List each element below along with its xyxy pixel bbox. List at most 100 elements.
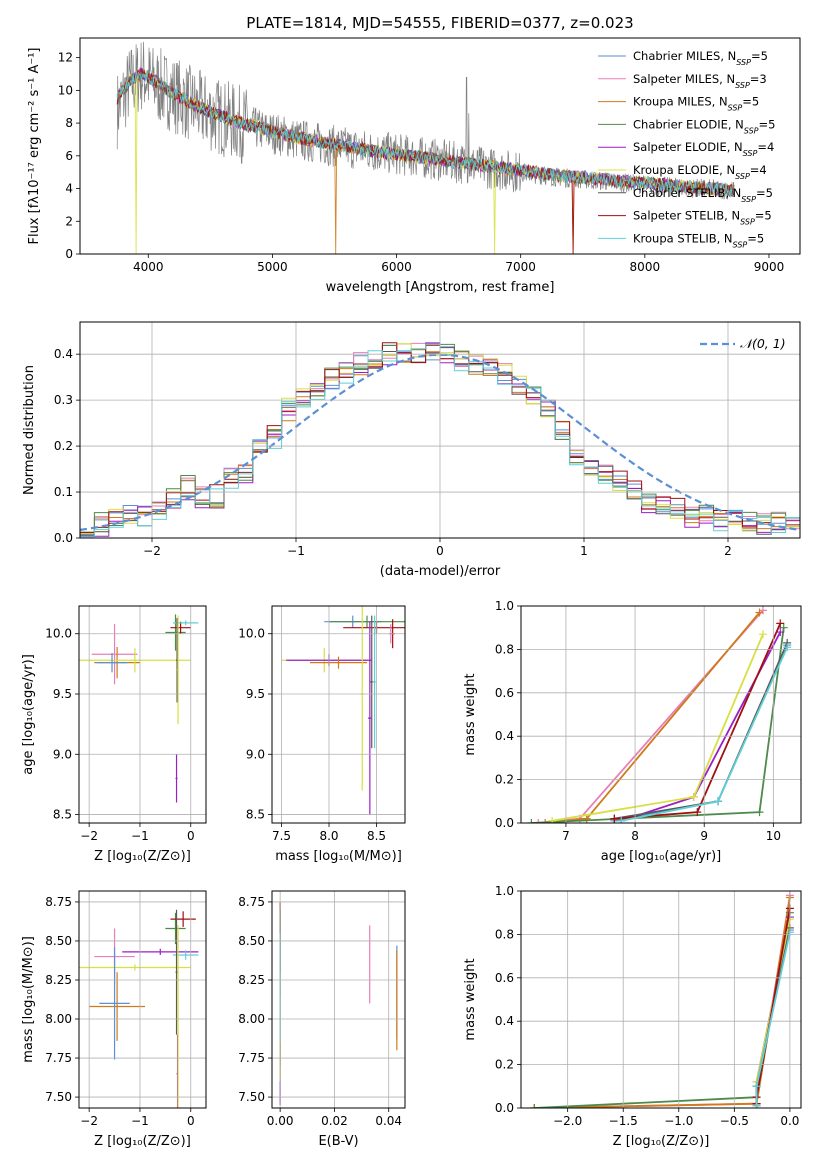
y-axis-label: mass weight bbox=[463, 958, 478, 1040]
legend-value: =5 bbox=[747, 231, 764, 245]
x-axis-label: mass [log₁₀(M/M⊙)] bbox=[275, 849, 402, 864]
axes-frame bbox=[79, 321, 801, 539]
legend-label: Kroupa STELIB, NSSP=5 bbox=[633, 231, 764, 249]
x-tick-label: 0.04 bbox=[375, 1114, 402, 1128]
legend-subscript: SSP bbox=[728, 103, 743, 112]
y-tick-label: 8.25 bbox=[238, 973, 265, 987]
weight-marker bbox=[755, 608, 764, 617]
weight-marker bbox=[752, 1082, 761, 1091]
x-tick-label: 0 bbox=[187, 829, 195, 843]
y-axis-label: mass [log₁₀(M/M⊙)] bbox=[21, 936, 36, 1063]
x-tick-label: 5000 bbox=[257, 260, 288, 274]
y-tick-label: 1.0 bbox=[495, 884, 514, 898]
panel-mass-weight-vs-Z: −2.0 −1.5 −1.0 −0.5 0.0 0.0 0.2 0.4 0.6 0.8 1.0 Z [… bbox=[463, 884, 802, 1149]
y-tick-label: 8.50 bbox=[238, 934, 265, 948]
y-axis-label: Flux [fλ10⁻¹⁷ erg cm⁻² s⁻¹ A⁻¹] bbox=[27, 48, 42, 245]
x-axis-label: Z [log₁₀(Z/Z⊙)] bbox=[613, 1134, 710, 1149]
spectrum-legend: Chabrier MILES, NSSP=5 Salpeter MILES, NS… bbox=[598, 49, 775, 249]
legend-label: 𝒩(0, 1) bbox=[740, 336, 786, 351]
panel-age-vs-Z: −2 −1 0 8.5 9.0 9.5 10.0 Z [log₁₀(Z/Z⊙)] age [lo… bbox=[21, 605, 207, 864]
weight-marker bbox=[610, 814, 619, 823]
x-tick-label: −1 bbox=[287, 544, 305, 558]
y-tick-label: 0.0 bbox=[495, 1101, 514, 1115]
legend-label: Salpeter ELODIE, NSSP=4 bbox=[633, 140, 774, 158]
x-tick-label: −1.0 bbox=[664, 1114, 693, 1128]
y-tick-label: 0.0 bbox=[495, 816, 514, 830]
weight-marker bbox=[527, 819, 536, 823]
weight-marker bbox=[776, 619, 785, 628]
x-tick-label: 9000 bbox=[754, 260, 785, 274]
axes-frame bbox=[520, 890, 802, 1109]
x-tick-label: 1 bbox=[580, 544, 588, 558]
weight-line bbox=[551, 633, 764, 822]
legend-value: =5 bbox=[751, 49, 768, 63]
y-tick-label: 8.50 bbox=[45, 934, 72, 948]
y-tick-label: 8.00 bbox=[45, 1012, 72, 1026]
panel-mass-weight-vs-age: 7 8 9 10 0.0 0.2 0.4 0.6 0.8 1.0 age [log₁₀(age/yr… bbox=[463, 599, 802, 864]
legend-subscript: SSP bbox=[741, 194, 756, 203]
legend-value: =5 bbox=[759, 117, 776, 131]
x-tick-label: 8.5 bbox=[367, 829, 386, 843]
legend-label: Chabrier MILES, NSSP=5 bbox=[633, 49, 768, 67]
y-tick-label: 0.3 bbox=[54, 393, 73, 407]
y-tick-label: 8.75 bbox=[238, 895, 265, 909]
x-tick-label: 9 bbox=[700, 829, 708, 843]
weight-marker bbox=[776, 628, 785, 637]
y-tick-label: 0.1 bbox=[54, 485, 73, 499]
x-tick-label: 7 bbox=[562, 829, 570, 843]
axes-frame bbox=[78, 890, 207, 1109]
weight-line bbox=[531, 627, 785, 823]
x-tick-label: 4000 bbox=[133, 260, 164, 274]
y-tick-label: 0.2 bbox=[54, 439, 73, 453]
plot-area bbox=[79, 614, 199, 803]
x-axis-label: Z [log₁₀(Z/Z⊙)] bbox=[94, 849, 191, 864]
plot-area bbox=[116, 41, 735, 254]
y-tick-label: 0.4 bbox=[54, 347, 73, 361]
legend-subscript: SSP bbox=[735, 172, 750, 181]
plot-area bbox=[281, 606, 405, 815]
y-tick-label: 0.8 bbox=[495, 642, 514, 656]
x-tick-label: 8 bbox=[631, 829, 639, 843]
axes-frame bbox=[271, 890, 406, 1109]
legend-value: =4 bbox=[750, 163, 767, 177]
weight-marker bbox=[534, 819, 543, 823]
legend-value: =3 bbox=[750, 72, 767, 86]
x-axis-label: age [log₁₀(age/yr)] bbox=[601, 849, 722, 864]
weight-marker bbox=[755, 808, 764, 817]
legend-value: =5 bbox=[742, 95, 759, 109]
legend-label: Salpeter MILES, NSSP=3 bbox=[633, 72, 767, 90]
y-tick-label: 0.6 bbox=[495, 686, 514, 700]
plot-area bbox=[79, 909, 199, 1108]
x-tick-label: −2.0 bbox=[553, 1114, 582, 1128]
y-axis-label: mass weight bbox=[463, 673, 478, 755]
axes-frame bbox=[520, 605, 802, 824]
weight-line bbox=[534, 912, 791, 1108]
y-tick-label: 7.50 bbox=[238, 1090, 265, 1104]
y-tick-label: 10.0 bbox=[45, 627, 72, 641]
x-tick-label: 0.00 bbox=[267, 1114, 294, 1128]
y-tick-label: 10.0 bbox=[238, 627, 265, 641]
spectrum-data-line bbox=[116, 41, 735, 200]
panel-spectrum: 4000 5000 6000 7000 8000 9000 0 2 4 6 8 10 12 wavelen… bbox=[27, 37, 801, 295]
weight-marker bbox=[548, 816, 557, 823]
x-tick-label: 8000 bbox=[630, 260, 661, 274]
weight-line bbox=[534, 897, 791, 1108]
weight-marker bbox=[714, 797, 723, 806]
weight-marker bbox=[758, 630, 767, 639]
legend-subscript: SSP bbox=[740, 217, 755, 226]
legend-subscript: SSP bbox=[743, 149, 758, 158]
legend-label: Chabrier ELODIE, NSSP=5 bbox=[633, 117, 775, 135]
legend-subscript: SSP bbox=[744, 126, 759, 135]
x-axis-label: wavelength [Angstrom, rest frame] bbox=[326, 280, 555, 295]
y-tick-label: 0.2 bbox=[495, 773, 514, 787]
x-tick-label: 2 bbox=[724, 544, 732, 558]
panel-mass-vs-Z: −2 −1 0 7.50 7.75 8.00 8.25 8.50 8.75 Z [log₁₀(Z/… bbox=[21, 890, 207, 1149]
weight-line bbox=[534, 895, 791, 1108]
legend-label: Chabrier STELIB, NSSP=5 bbox=[633, 186, 773, 204]
weight-line bbox=[755, 932, 791, 1106]
y-tick-label: 0.6 bbox=[495, 971, 514, 985]
panel-age-vs-mass: 7.5 8.0 8.5 8.5 9.0 9.5 10.0 mass [log₁₀(M/M⊙)] bbox=[238, 605, 406, 864]
y-tick-label: 0.4 bbox=[495, 1014, 514, 1028]
y-tick-label: 8.00 bbox=[238, 1012, 265, 1026]
